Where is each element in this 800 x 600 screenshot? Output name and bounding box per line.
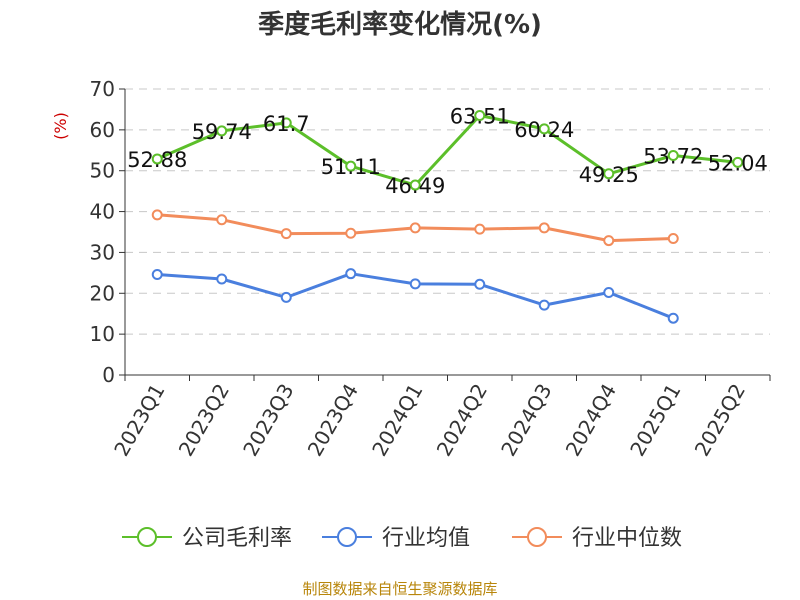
series-group — [151, 110, 744, 324]
data-label: 53.72 — [643, 145, 703, 169]
x-tick-label: 2023Q2 — [174, 380, 234, 461]
y-tick-label: 70 — [90, 77, 115, 101]
data-label: 59.74 — [192, 120, 252, 144]
data-label: 46.49 — [385, 174, 445, 198]
data-point — [538, 299, 550, 311]
data-point — [667, 233, 679, 245]
data-point — [474, 223, 486, 235]
data-point — [409, 222, 421, 234]
x-tick-label: 2024Q2 — [432, 380, 492, 461]
data-label: 61.7 — [263, 112, 310, 136]
y-tick-label: 30 — [90, 240, 115, 264]
data-point — [151, 153, 163, 165]
y-tick-label: 0 — [102, 363, 115, 387]
legend: 公司毛利率 行业均值 行业中位数 — [122, 526, 682, 551]
data-point — [603, 235, 615, 247]
data-point — [216, 273, 228, 285]
legend-label: 行业中位数 — [572, 526, 682, 551]
data-label: 52.88 — [127, 148, 187, 172]
y-axis-unit-label: (%) — [51, 112, 70, 140]
data-point — [538, 123, 550, 135]
data-point — [151, 268, 163, 280]
data-label: 60.24 — [514, 118, 574, 142]
y-axis-ticks: 0 10 20 30 40 50 60 70 — [90, 77, 125, 387]
legend-label: 行业均值 — [382, 526, 470, 551]
legend-marker — [137, 527, 157, 547]
data-point — [345, 160, 357, 172]
data-point — [216, 214, 228, 226]
y-tick-label: 40 — [90, 200, 115, 224]
x-tick-label: 2023Q1 — [109, 380, 169, 461]
data-point — [151, 209, 163, 221]
data-point — [667, 150, 679, 162]
data-point — [538, 222, 550, 234]
y-tick-label: 20 — [90, 281, 115, 305]
data-point — [667, 312, 679, 324]
series-line — [156, 114, 738, 187]
data-point — [345, 268, 357, 280]
legend-label: 公司毛利率 — [182, 526, 292, 551]
data-point — [603, 286, 615, 298]
y-tick-label: 60 — [90, 118, 115, 142]
x-tick-label: 2024Q1 — [367, 380, 427, 461]
x-tick-label: 2024Q4 — [561, 380, 621, 461]
data-point — [409, 179, 421, 191]
x-tick-label: 2023Q4 — [303, 380, 363, 461]
data-point — [345, 227, 357, 239]
data-label: 51.11 — [321, 155, 381, 179]
data-label: 49.25 — [579, 163, 639, 187]
data-point — [216, 125, 228, 137]
chart-title: 季度毛利率变化情况(%) — [258, 9, 542, 40]
data-label: 63.51 — [450, 105, 510, 129]
legend-marker — [527, 527, 547, 547]
x-axis-ticks: 2023Q1 2023Q2 2023Q3 2023Q4 2024Q1 2024Q2 2024… — [109, 375, 771, 461]
data-point — [732, 156, 744, 168]
x-tick-label: 2024Q3 — [496, 380, 556, 461]
legend-marker — [337, 527, 357, 547]
x-tick-label: 2025Q2 — [690, 380, 750, 461]
data-point — [280, 228, 292, 240]
x-tick-label: 2025Q1 — [625, 380, 685, 461]
data-point — [280, 117, 292, 129]
y-tick-label: 10 — [90, 322, 115, 346]
data-point — [474, 278, 486, 290]
gridlines — [125, 88, 770, 335]
x-tick-label: 2023Q3 — [238, 380, 298, 461]
data-point — [474, 110, 486, 122]
y-tick-label: 50 — [90, 159, 115, 183]
data-point — [603, 168, 615, 180]
data-label: 52.04 — [708, 151, 768, 175]
data-point — [280, 291, 292, 303]
data-point — [409, 278, 421, 290]
source-note: 制图数据来自恒生聚源数据库 — [302, 580, 497, 598]
